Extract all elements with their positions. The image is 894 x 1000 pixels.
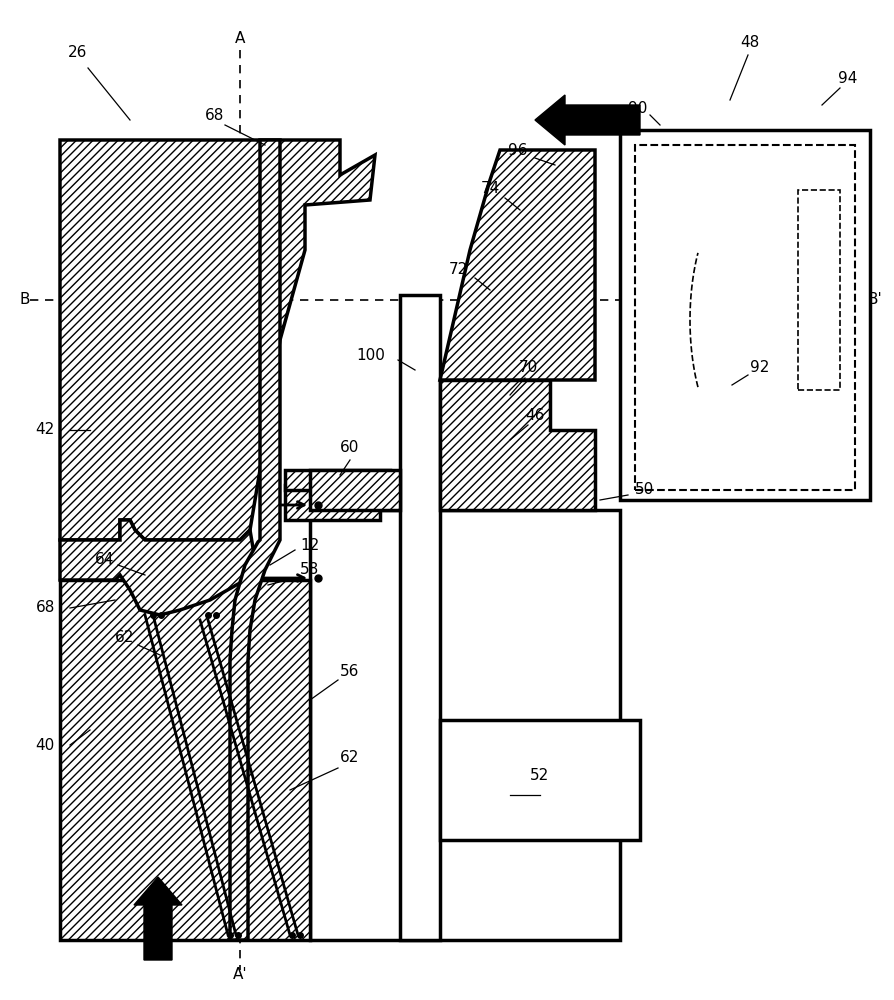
Text: 50: 50: [634, 483, 654, 497]
Text: 64: 64: [95, 552, 114, 568]
Text: 68: 68: [205, 108, 224, 123]
Polygon shape: [60, 580, 309, 940]
Text: 72: 72: [448, 262, 467, 277]
Polygon shape: [440, 380, 595, 510]
Polygon shape: [440, 150, 595, 380]
Polygon shape: [284, 470, 390, 490]
Polygon shape: [309, 510, 620, 940]
Text: 62: 62: [340, 750, 359, 766]
FancyArrow shape: [535, 95, 639, 145]
FancyArrow shape: [134, 877, 181, 960]
Text: 74: 74: [480, 181, 499, 196]
Text: 94: 94: [838, 71, 856, 86]
Text: 100: 100: [356, 348, 384, 362]
Polygon shape: [284, 485, 380, 520]
Text: A: A: [234, 31, 245, 46]
Polygon shape: [60, 520, 255, 615]
Text: 70: 70: [518, 360, 537, 375]
Text: 92: 92: [749, 360, 769, 375]
Text: B: B: [20, 292, 30, 308]
Text: 52: 52: [530, 768, 549, 782]
Text: 62: 62: [114, 630, 134, 646]
Text: 60: 60: [340, 440, 359, 456]
Text: 58: 58: [299, 562, 319, 578]
Polygon shape: [309, 470, 400, 510]
Text: 90: 90: [628, 101, 647, 116]
Bar: [634, 145, 854, 490]
Text: 12: 12: [299, 538, 319, 552]
Text: A': A': [232, 967, 247, 982]
Text: 96: 96: [508, 143, 527, 158]
Text: B': B': [866, 292, 881, 308]
Text: 56: 56: [340, 664, 359, 680]
Polygon shape: [60, 140, 375, 540]
Text: 46: 46: [525, 408, 544, 422]
Text: 40: 40: [36, 737, 55, 752]
Text: 68: 68: [36, 600, 55, 615]
Polygon shape: [440, 720, 639, 840]
Bar: [797, 190, 839, 390]
Text: 42: 42: [36, 422, 55, 438]
Polygon shape: [400, 295, 440, 940]
Text: 48: 48: [739, 35, 759, 50]
Polygon shape: [230, 140, 280, 940]
Text: 26: 26: [68, 45, 88, 60]
Polygon shape: [620, 130, 869, 500]
